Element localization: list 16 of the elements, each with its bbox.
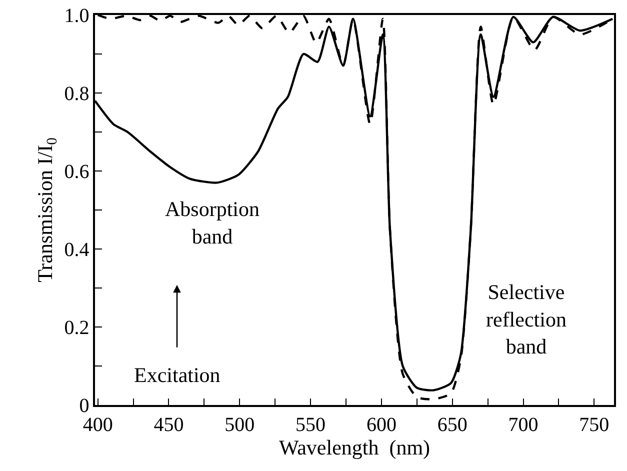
x-tick-label: 650: [437, 414, 468, 436]
x-tick-label: 450: [154, 414, 184, 436]
y-tick-label: 0.4: [64, 239, 90, 261]
x-axis-title: Wavelength (nm): [278, 436, 430, 460]
annotation: Excitation: [134, 363, 221, 387]
annotation: Absorption band: [165, 197, 260, 248]
x-tick-label: 700: [508, 414, 538, 436]
annotation: Selective reflection band: [486, 280, 567, 359]
x-tick-label: 750: [579, 414, 610, 436]
x-tick-label: 600: [366, 414, 396, 436]
y-tick-label: 0.6: [64, 161, 90, 183]
x-tick-label: 550: [296, 414, 326, 436]
y-tick-label: 1.0: [64, 5, 90, 27]
x-tick-label: 500: [224, 414, 255, 436]
y-tick-label: 0.2: [64, 317, 90, 339]
y-tick-label: 0.8: [64, 83, 90, 105]
